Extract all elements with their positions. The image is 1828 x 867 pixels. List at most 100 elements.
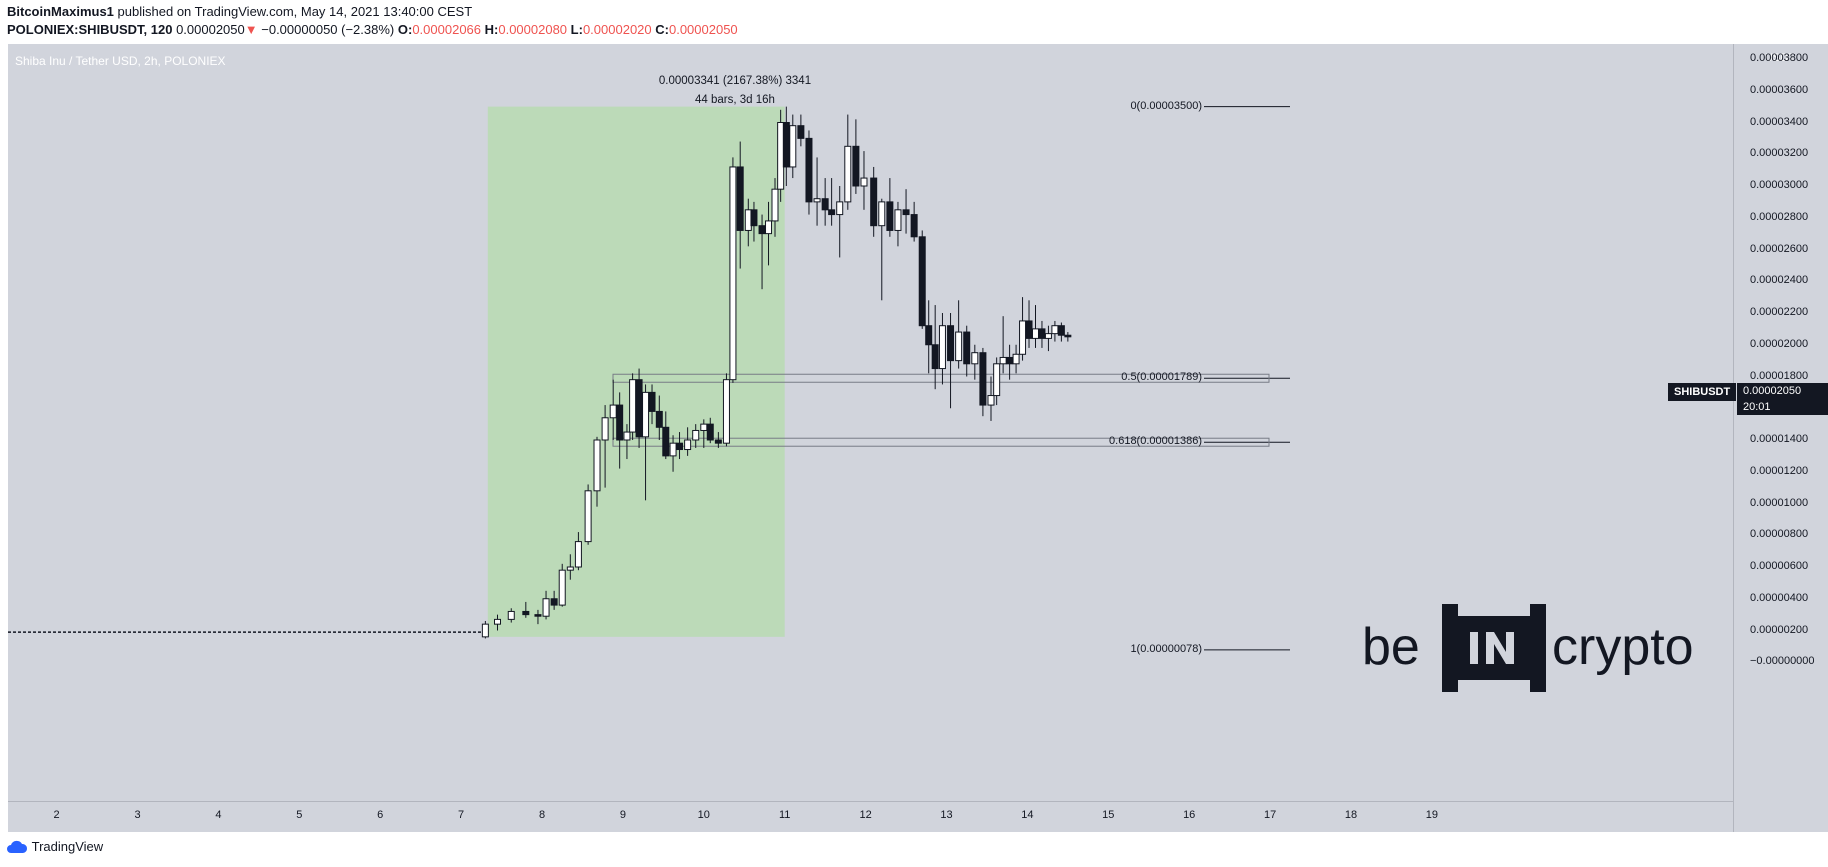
candle-body-35	[765, 220, 773, 235]
publisher-name[interactable]: BitcoinMaximus1	[7, 4, 114, 19]
time-tick-label: 13	[940, 809, 953, 821]
price-tick-label: 0.00003400	[1750, 115, 1809, 128]
candle-body-30	[729, 166, 737, 381]
time-tick-label: 10	[697, 809, 710, 821]
open-value: 0.00002066	[412, 22, 482, 37]
candle-body-56	[925, 325, 933, 346]
candle-body-29	[722, 379, 730, 444]
candle-body-28	[714, 439, 722, 444]
tradingview-footer[interactable]: TradingView	[6, 838, 103, 854]
candle-body-25	[692, 429, 700, 441]
candle-body-57	[931, 344, 939, 370]
candle-body-12	[601, 417, 609, 441]
time-tick-label: 6	[377, 809, 384, 821]
measure-bars: 44 bars, 3d 16h	[695, 94, 775, 106]
candle-body-36	[771, 188, 779, 222]
close-label: C:	[655, 22, 669, 37]
time-tick-label: 8	[538, 809, 546, 821]
candle-body-51	[886, 201, 894, 231]
candle-body-47	[852, 145, 860, 187]
time-axis[interactable]	[8, 801, 1733, 832]
candle-body-62	[971, 352, 979, 365]
svg-text:crypto: crypto	[1552, 618, 1694, 676]
time-tick-label: 19	[1425, 809, 1439, 821]
candle-body-3	[522, 610, 530, 616]
price-tick-label: 0.00002400	[1750, 274, 1809, 287]
candle-body-66	[999, 356, 1007, 365]
candle-body-33	[750, 209, 758, 227]
price-tick-label: 0.00000400	[1750, 591, 1809, 604]
price-change: −0.00000050 (−2.38%)	[261, 22, 395, 37]
price-tick-label: 0.00001000	[1750, 496, 1809, 509]
time-tick-label: 14	[1021, 809, 1034, 821]
candle-body-20	[655, 410, 663, 428]
tradingview-brand: TradingView	[31, 839, 104, 855]
candle-body-14	[616, 404, 624, 441]
time-tick-label: 9	[619, 809, 626, 821]
chart-pane[interactable]	[8, 44, 1733, 832]
candle-body-10	[584, 490, 592, 543]
candle-body-27	[706, 423, 714, 441]
tradingview-cloud-icon	[7, 840, 28, 853]
candle-body-39	[789, 125, 797, 168]
time-tick-label: 3	[134, 809, 141, 821]
time-tick-label: 4	[215, 809, 222, 821]
price-chart[interactable]	[8, 44, 1733, 801]
time-tick-label: 16	[1183, 809, 1196, 821]
candle-body-5	[542, 598, 550, 617]
price-tag-symbol: SHIBUSDT	[1668, 383, 1737, 401]
time-tick-label: 15	[1102, 809, 1115, 821]
time-tick-label: 5	[296, 809, 303, 821]
last-price-tag: SHIBUSDT 0.00002050 20:01	[1668, 383, 1828, 415]
time-tick-label: 18	[1344, 809, 1358, 821]
candle-body-49	[870, 177, 878, 227]
candle-body-58	[938, 325, 946, 370]
price-axis[interactable]	[1733, 44, 1828, 832]
candle-body-42	[813, 198, 821, 203]
candle-body-18	[642, 391, 650, 438]
candle-body-73	[1044, 333, 1052, 339]
price-axis-unit: USDT	[1765, 52, 1795, 64]
time-tick-label: 11	[778, 809, 791, 821]
fib-label-0: 0(0.00003500)	[1130, 99, 1202, 112]
low-label: L:	[570, 22, 583, 37]
measure-label: 0.00003341 (2167.38%) 3341 44 bars, 3d 1…	[640, 72, 830, 110]
candle-body-1	[494, 618, 502, 625]
price-tick-label: 0.00003200	[1750, 147, 1809, 160]
candle-body-76	[1064, 334, 1072, 338]
symbol-label: POLONIEX:SHIBUSDT, 120	[7, 22, 173, 37]
price-tick-label: 0.00001800	[1750, 369, 1809, 382]
price-tag-countdown: 20:01	[1743, 401, 1771, 413]
candle-body-34	[758, 225, 766, 235]
high-label: H:	[484, 22, 499, 37]
candle-body-15	[623, 431, 631, 441]
candle-body-59	[947, 325, 955, 362]
time-tick-label: 7	[458, 809, 465, 821]
price-tag-value-box: 0.00002050 20:01	[1737, 383, 1828, 415]
candle-body-48	[860, 177, 868, 187]
candle-body-13	[609, 404, 617, 419]
price-tick-label: 0.00002800	[1750, 210, 1809, 223]
chart-title: Shiba Inu / Tether USD, 2h, POLONIEX	[15, 54, 226, 68]
candle-body-74	[1051, 325, 1059, 335]
price-tick-label: 0.00003000	[1750, 179, 1809, 191]
time-tick-label: 2	[53, 809, 60, 821]
fib-label-1: 1(0.00000078)	[1130, 642, 1202, 655]
price-tick-label: 0.00002200	[1750, 306, 1809, 318]
candle-body-9	[574, 541, 582, 568]
price-tick-label: 0.00001200	[1750, 464, 1809, 477]
last-price: 0.00002050	[176, 22, 245, 37]
candle-body-32	[744, 209, 752, 231]
fib-zone-0-5	[612, 373, 1270, 383]
price-tick-label: 0.00000800	[1750, 528, 1809, 541]
price-tick-label: 0.00003600	[1750, 83, 1809, 96]
candle-body-24	[684, 439, 692, 451]
candle-body-2	[507, 610, 515, 620]
candle-body-53	[902, 209, 910, 216]
svg-text:be: be	[1362, 618, 1420, 676]
candle-body-75	[1057, 325, 1065, 336]
time-tick-label: 17	[1263, 809, 1277, 821]
candle-body-43	[821, 198, 829, 211]
candle-body-44	[828, 209, 836, 216]
candle-body-31	[736, 166, 744, 231]
